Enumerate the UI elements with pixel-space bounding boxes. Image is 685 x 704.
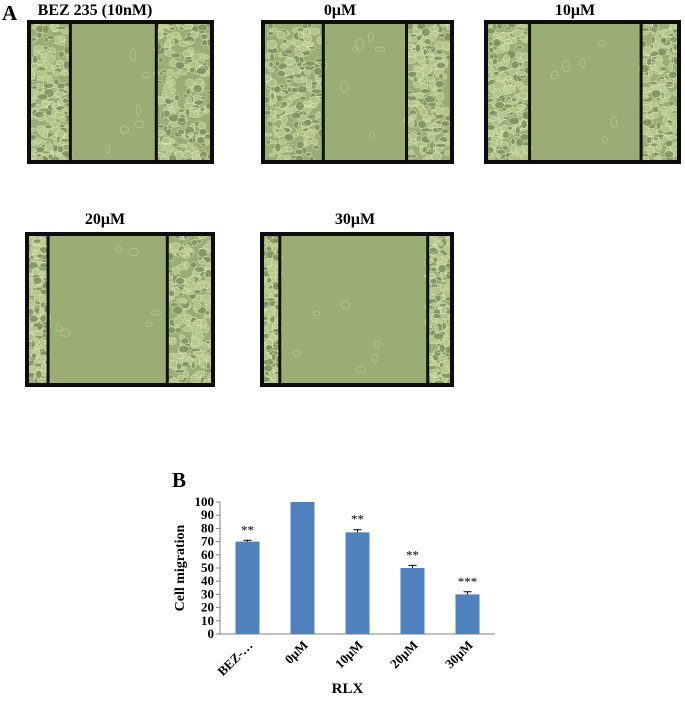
debris [579, 58, 586, 68]
scratch-line-left [528, 24, 532, 160]
significance-label: *** [458, 574, 478, 589]
image-label-10um: 10μM [554, 2, 596, 19]
image-label-30um: 30μM [334, 211, 376, 228]
debris [55, 323, 63, 333]
y-tick-label: 70 [201, 534, 214, 549]
y-tick-label: 90 [201, 507, 214, 522]
cell-layer [265, 24, 450, 160]
scratch-line-right [165, 236, 169, 383]
y-tick-label: 20 [201, 600, 214, 615]
significance-label: ** [351, 512, 364, 527]
debris [292, 349, 301, 357]
scratch-line-right [639, 24, 643, 160]
debris [145, 322, 153, 327]
debris [373, 340, 381, 349]
micrograph-30um [260, 232, 454, 387]
debris [150, 309, 162, 316]
panel-b-letter: B [172, 468, 187, 492]
debris [562, 60, 570, 73]
bar [400, 568, 425, 634]
debris [135, 103, 141, 117]
scratch-line-left [321, 24, 325, 160]
x-axis-label: RLX [332, 681, 364, 697]
debris [339, 80, 349, 92]
debris [105, 143, 111, 154]
y-tick-label: 30 [201, 586, 214, 601]
bar [235, 541, 260, 634]
debris [60, 329, 71, 338]
y-tick-label: 80 [201, 520, 214, 535]
y-tick-label: 60 [201, 547, 214, 562]
x-tick-label: 20μM [387, 638, 421, 672]
scratch-line-right [154, 24, 158, 160]
scratch-line-right [405, 24, 408, 160]
debris [367, 32, 374, 43]
micrograph-0um [261, 20, 454, 164]
bar [345, 532, 370, 634]
debris [134, 120, 145, 129]
image-label-20um: 20μM [84, 211, 126, 228]
debris [371, 353, 379, 363]
scratch-line-right [426, 236, 430, 383]
debris [128, 247, 139, 256]
panel-a-letter: A [2, 1, 18, 25]
x-tick-label: 0μM [282, 638, 311, 667]
debris [115, 245, 123, 253]
image-label-0um: 0μM [323, 2, 357, 19]
y-tick-label: 10 [201, 613, 214, 628]
micrograph-10um [484, 20, 681, 164]
debris [610, 116, 618, 128]
y-tick-label: 50 [201, 560, 214, 575]
bar [290, 502, 315, 634]
debris [141, 71, 150, 79]
debris [355, 365, 366, 374]
debris [550, 70, 559, 80]
debris [355, 38, 365, 51]
micrograph-background [264, 236, 450, 383]
y-tick-label: 0 [208, 626, 215, 641]
scratch-line-left [68, 24, 72, 160]
debris [129, 48, 137, 62]
debris [341, 300, 350, 310]
debris [369, 131, 375, 139]
x-tick-label: 10μM [332, 638, 366, 672]
y-tick-label: 40 [201, 573, 214, 588]
debris [597, 40, 606, 47]
significance-label: ** [406, 547, 419, 562]
cell-layer [488, 24, 677, 160]
micrograph-bez235 [27, 20, 214, 164]
significance-label: ** [241, 522, 254, 537]
debris [312, 310, 321, 317]
cell-layer [31, 24, 210, 160]
y-tick-label: 100 [195, 494, 215, 509]
x-tick-label: 30μM [442, 638, 476, 672]
debris [602, 135, 608, 144]
micrograph-20um [25, 232, 215, 387]
scratch-line-left [46, 236, 50, 383]
x-tick-label: BEZ-… [214, 638, 255, 679]
bar [455, 594, 480, 634]
y-axis-label: Cell migration [173, 524, 188, 611]
debris [119, 125, 130, 134]
debris [374, 46, 386, 52]
image-label-bez235: BEZ 235 (10nM) [37, 2, 153, 19]
scratch-line-left [278, 236, 282, 383]
